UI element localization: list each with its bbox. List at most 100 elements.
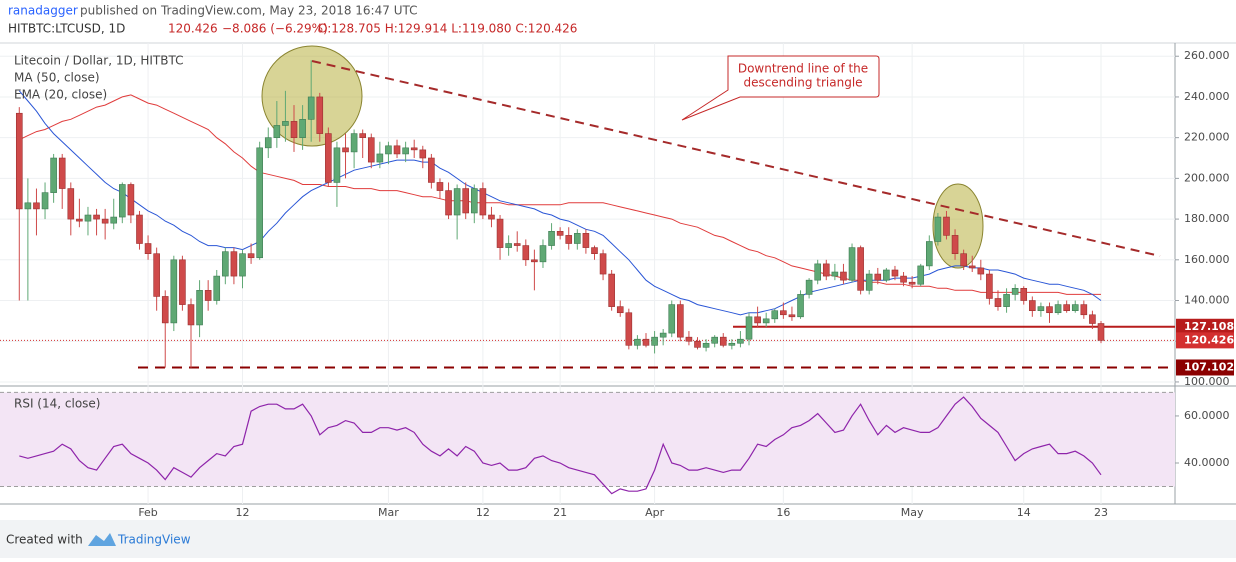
candle-body	[677, 304, 684, 338]
candle-body	[299, 119, 306, 138]
chart-title: Litecoin / Dollar, 1D, HITBTC	[14, 54, 183, 68]
candle-body	[222, 251, 229, 277]
candle-body	[848, 247, 856, 281]
x-tick-label: 23	[1094, 506, 1108, 519]
candle-body	[977, 267, 985, 275]
candle-body	[101, 218, 109, 224]
candle-body	[1071, 304, 1079, 311]
candle-body	[367, 137, 375, 163]
ohlc-readout: O:128.705 H:129.914 L:119.080 C:120.426	[318, 22, 577, 36]
x-tick-label: 12	[236, 506, 250, 519]
candle-body	[325, 133, 332, 183]
candle-body	[934, 216, 942, 242]
candle-body	[15, 112, 23, 210]
published: published on TradingView.com, May 23, 20…	[80, 4, 417, 18]
legend-entry: MA (50, close)	[14, 71, 100, 85]
candle-body	[762, 318, 770, 324]
candle-body	[307, 96, 315, 120]
candle-body	[925, 241, 933, 267]
candle-body	[625, 312, 633, 346]
candle-body	[745, 316, 753, 340]
candle-body	[153, 253, 160, 297]
candle-body	[883, 269, 890, 281]
candle-body	[462, 188, 470, 214]
candle-body	[599, 253, 607, 275]
candle-body	[694, 340, 701, 348]
candle-body	[737, 338, 744, 344]
y-tick-label: 240.000	[1184, 90, 1230, 103]
candle-body	[110, 216, 118, 224]
y-tick-label: 260.000	[1184, 49, 1230, 62]
footer-brand[interactable]: TradingView	[117, 533, 191, 547]
candle-body	[642, 338, 650, 346]
x-tick-label: 21	[553, 506, 567, 519]
x-tick-label: 12	[476, 506, 490, 519]
candle-body	[616, 306, 624, 314]
candle-body	[900, 275, 907, 283]
candle-body	[58, 157, 66, 189]
candle-body	[822, 263, 830, 277]
grid	[0, 43, 1175, 504]
x-tick-label: Feb	[138, 506, 157, 519]
candle-body	[453, 188, 461, 216]
legend-entry: EMA (20, close)	[14, 88, 107, 102]
candle-body	[943, 216, 950, 236]
author[interactable]: ranadagger	[8, 4, 78, 18]
candle-body	[410, 147, 418, 151]
y-tick-label: 60.0000	[1184, 409, 1230, 422]
candle-body	[282, 121, 289, 126]
change: −8.086 (−6.29%)	[222, 22, 328, 36]
candle-body	[548, 231, 555, 246]
candle-body	[857, 247, 864, 291]
candle-body	[840, 271, 847, 281]
footer-text: Created with	[6, 533, 83, 547]
candle-body	[505, 243, 512, 248]
candle-body	[531, 259, 538, 263]
candle-body	[385, 145, 392, 155]
footer-bg	[0, 520, 1236, 558]
candle-body	[67, 188, 75, 220]
candle-body	[179, 259, 186, 305]
candle-body	[230, 251, 238, 277]
candle-body	[496, 218, 504, 248]
candle-body	[1046, 306, 1053, 314]
candle-body	[780, 310, 787, 316]
candle-body	[582, 233, 590, 248]
y-tick-label: 220.000	[1184, 131, 1230, 144]
symbol: HITBTC:LTCUSD, 1D	[8, 22, 125, 36]
candle-body	[41, 192, 49, 210]
candle-body	[402, 147, 409, 155]
candle-body	[874, 273, 882, 281]
rsi-band	[0, 392, 1175, 487]
price-label: 127.108	[1184, 320, 1234, 333]
candle-body	[136, 214, 143, 244]
candle-body	[127, 184, 135, 216]
candle-body	[574, 233, 581, 244]
price-label-bg	[1176, 318, 1234, 335]
candle-body	[917, 265, 925, 285]
candle-body	[428, 157, 435, 183]
candle-body	[814, 263, 821, 281]
candle-body	[436, 182, 444, 191]
candle-body	[376, 153, 384, 163]
y-tick-label: 160.000	[1184, 253, 1230, 266]
trend-line	[311, 60, 1161, 257]
rsi-title: RSI (14, close)	[14, 397, 100, 411]
candle-body	[591, 247, 598, 254]
candle-body	[187, 304, 195, 326]
candle-body	[76, 218, 83, 222]
moving-average	[19, 94, 1101, 295]
candle-body	[565, 235, 573, 244]
candle-body	[479, 188, 487, 216]
y-tick-label: 180.000	[1184, 212, 1230, 225]
candle-body	[771, 310, 779, 320]
candle-body	[393, 145, 401, 155]
candle-body	[556, 231, 564, 236]
plot	[0, 60, 1175, 495]
candle-body	[333, 147, 341, 183]
candle-body	[170, 259, 178, 324]
candle-body	[994, 298, 1002, 307]
candle-body	[1080, 304, 1088, 316]
candle-body	[754, 316, 761, 324]
